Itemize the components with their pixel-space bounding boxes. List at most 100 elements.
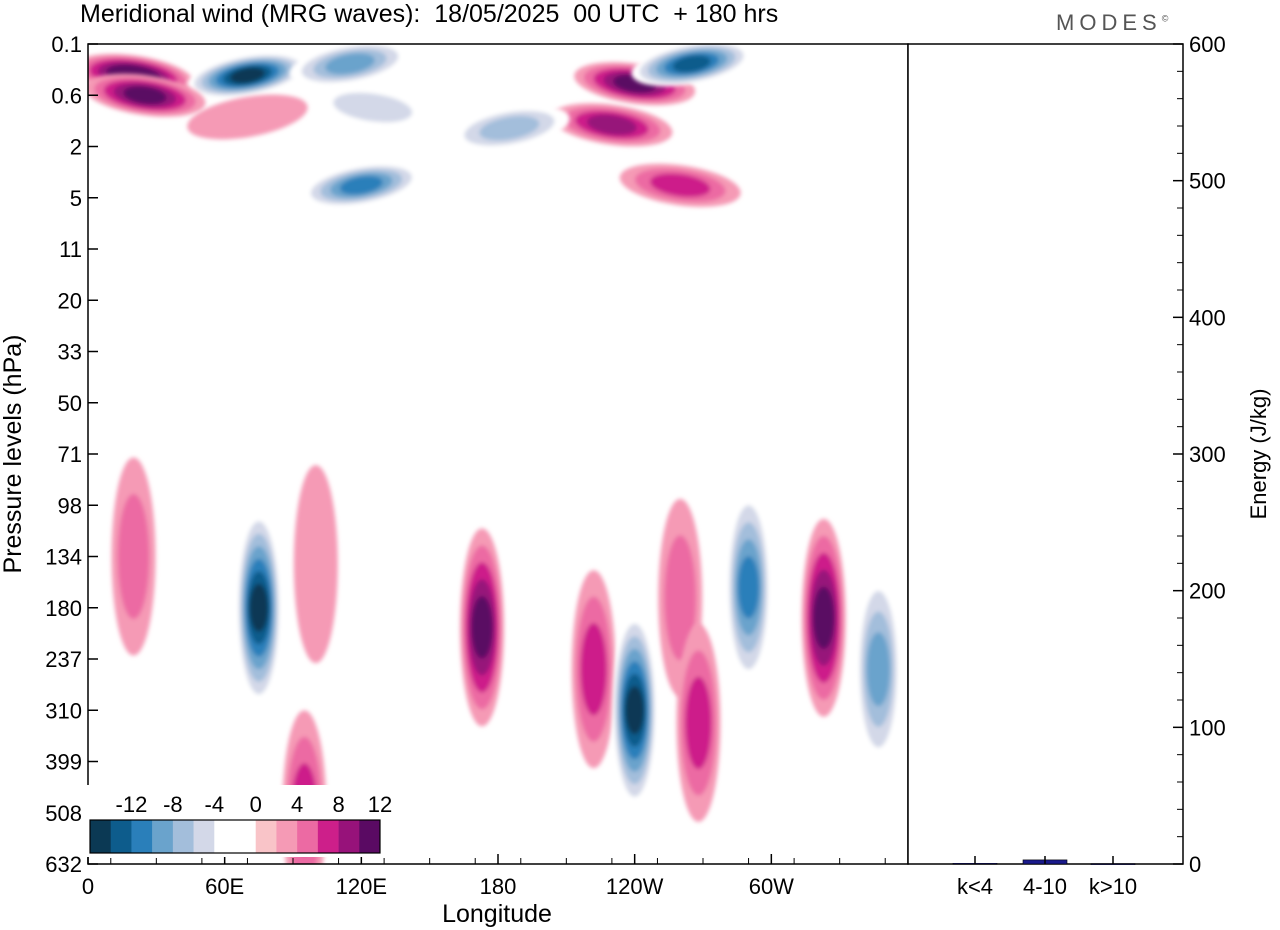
colorbar-swatch bbox=[255, 820, 277, 853]
contour-level bbox=[685, 676, 712, 770]
colorbar-frame bbox=[89, 819, 381, 854]
x-axis: 0 60E 120E 180 120W 60W bbox=[82, 854, 886, 899]
energy-axis-label: Energy (J/kg) bbox=[1246, 389, 1271, 520]
energy-cat-label: k<4 bbox=[957, 874, 993, 899]
energy-cat-label: k>10 bbox=[1089, 874, 1137, 899]
colorbar-swatch bbox=[152, 820, 174, 853]
y-tick-label: 2 bbox=[70, 135, 82, 160]
colorbar-swatch bbox=[110, 820, 132, 853]
y-tick-label: 310 bbox=[45, 698, 82, 723]
contour-level bbox=[187, 94, 308, 140]
y-tick-label: 632 bbox=[45, 852, 82, 877]
contour-blob bbox=[612, 611, 657, 810]
contour-level bbox=[339, 175, 383, 195]
energy-tick-label: 100 bbox=[1189, 715, 1226, 740]
energy-axis: 0 100 200 300 400 500 600 bbox=[1173, 32, 1226, 877]
x-tick-label: 60E bbox=[205, 874, 244, 899]
contour-blob bbox=[449, 105, 570, 151]
contour-blob bbox=[460, 528, 505, 727]
colorbar-label: 12 bbox=[368, 792, 392, 817]
brand-text: MODES bbox=[1056, 10, 1162, 35]
y-tick-label: 237 bbox=[45, 647, 82, 672]
colorbar-swatch bbox=[172, 820, 194, 853]
contour-blob bbox=[312, 85, 434, 130]
energy-cat-label: 4-10 bbox=[1023, 874, 1067, 899]
y-tick-label: 134 bbox=[45, 545, 82, 570]
contour-blob bbox=[551, 103, 673, 147]
contour-field bbox=[88, 44, 901, 864]
contour-blob bbox=[111, 457, 156, 656]
energy-tick-label: 200 bbox=[1189, 579, 1226, 604]
y-tick-label: 508 bbox=[45, 801, 82, 826]
contour-blob bbox=[631, 44, 752, 87]
contour-level bbox=[650, 173, 711, 198]
colorbar-swatch bbox=[214, 820, 236, 853]
x-tick-label: 180 bbox=[480, 874, 517, 899]
brand-logo: MODES© bbox=[1056, 10, 1168, 36]
colorbar-label: 0 bbox=[250, 792, 262, 817]
contour-level bbox=[866, 632, 890, 707]
contour-blob bbox=[856, 570, 901, 769]
colorbar-swatch bbox=[90, 820, 112, 853]
contour-level bbox=[672, 55, 711, 73]
colorbar-label: -4 bbox=[205, 792, 225, 817]
x-axis-label: Longitude bbox=[442, 900, 552, 928]
contour-blob bbox=[726, 488, 771, 687]
contour-blob bbox=[801, 518, 846, 717]
colorbar-swatch bbox=[235, 820, 257, 853]
brand-mark: © bbox=[1161, 13, 1169, 24]
contour-blob bbox=[676, 623, 721, 822]
contour-level bbox=[580, 622, 607, 716]
colorbar-swatch bbox=[193, 820, 215, 853]
contour-level bbox=[479, 116, 540, 141]
contour-blob bbox=[289, 44, 411, 87]
energy-tick-label: 500 bbox=[1189, 169, 1226, 194]
contour-blob bbox=[236, 508, 281, 707]
colorbar-label: -8 bbox=[163, 792, 183, 817]
y-tick-label: 11 bbox=[59, 237, 82, 262]
x-tick-label: 120E bbox=[336, 874, 387, 899]
energy-categories: k<4 4-10 k>10 bbox=[957, 856, 1137, 899]
colorbar: -12 -8 -4 0 4 8 12 bbox=[86, 785, 392, 857]
colorbar-swatch bbox=[317, 820, 339, 853]
contour-level bbox=[737, 556, 760, 619]
contour-level bbox=[123, 86, 167, 105]
contour-blob bbox=[88, 73, 206, 117]
contour-level bbox=[586, 114, 637, 135]
heatmap-frame bbox=[87, 43, 909, 865]
y-tick-label: 0.1 bbox=[51, 32, 82, 57]
y-tick-label: 50 bbox=[58, 391, 82, 416]
y-axis: 0.1 0.6 2 5 11 20 33 50 71 98 134 180 237 310 399 508 63… bbox=[45, 32, 98, 877]
x-tick-label: 0 bbox=[82, 874, 94, 899]
contour-level bbox=[249, 583, 269, 632]
y-tick-label: 0.6 bbox=[51, 83, 82, 108]
y-tick-label: 399 bbox=[45, 750, 82, 775]
contour-blob bbox=[571, 570, 616, 769]
x-tick-label: 120W bbox=[606, 874, 664, 899]
x-tick-label: 60W bbox=[749, 874, 794, 899]
contour-blob bbox=[187, 53, 308, 98]
contour-blob bbox=[293, 465, 338, 664]
y-tick-label: 5 bbox=[70, 186, 82, 211]
contour-blob bbox=[187, 94, 308, 140]
energy-tick-label: 300 bbox=[1189, 442, 1226, 467]
colorbar-label: -12 bbox=[116, 792, 148, 817]
contour-level bbox=[230, 67, 265, 84]
chart-title: Meridional wind (MRG waves): 18/05/2025 … bbox=[80, 0, 779, 28]
y-axis-label: Pressure levels (hPa) bbox=[0, 335, 27, 574]
y-tick-label: 20 bbox=[58, 288, 82, 313]
y-tick-label: 180 bbox=[45, 596, 82, 621]
y-tick-label: 98 bbox=[58, 493, 82, 518]
colorbar-swatch bbox=[131, 820, 153, 853]
contour-level bbox=[813, 586, 835, 649]
energy-panel-frame bbox=[907, 43, 1184, 865]
colorbar-label: 8 bbox=[332, 792, 344, 817]
colorbar-label: 4 bbox=[291, 792, 303, 817]
contour-level bbox=[293, 465, 338, 664]
colorbar-swatch bbox=[276, 820, 298, 853]
contour-level bbox=[117, 494, 150, 619]
contour-blob bbox=[301, 162, 422, 208]
colorbar-swatch bbox=[297, 820, 319, 853]
energy-tick-label: 400 bbox=[1189, 305, 1226, 330]
